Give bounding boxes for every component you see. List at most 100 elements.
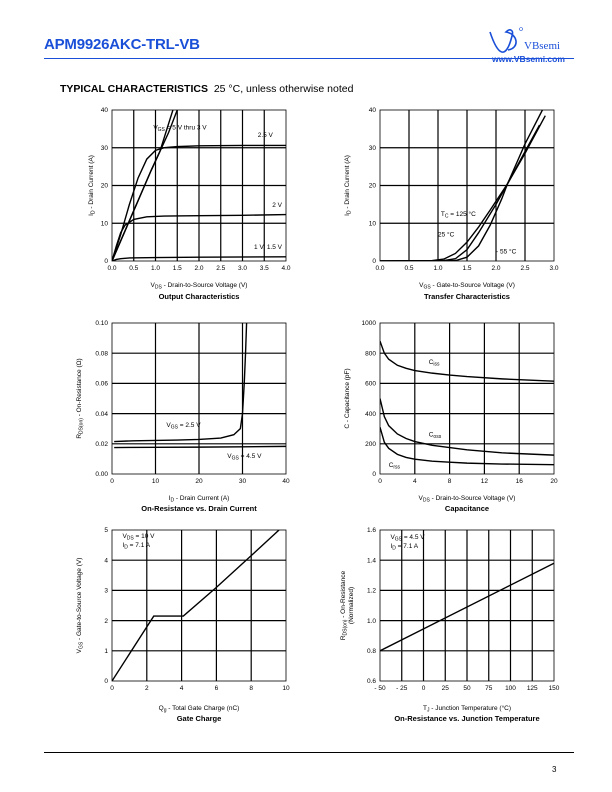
chart-caption: On-Resistance vs. Junction Temperature: [394, 714, 539, 723]
series-line: [380, 398, 554, 456]
x-axis-label: Qg - Total Gate Charge (nC): [159, 705, 240, 714]
section-heading: TYPICAL CHARACTERISTICS: [60, 83, 208, 95]
plot-frame: [379, 322, 555, 475]
y-tick-label: 0.10: [95, 320, 108, 327]
x-tick-label: 25: [442, 685, 450, 692]
y-tick-label: 1: [104, 648, 108, 655]
chart-annotation: Ciss: [429, 359, 440, 368]
series-line: [380, 115, 546, 261]
x-tick-label: 2.5: [216, 265, 225, 272]
y-axis-label: VGS - Gate-to-Source Voltage (V): [76, 558, 85, 654]
y-tick-label: 1.0: [367, 618, 376, 625]
chart-caption: On-Resistance vs. Drain Current: [141, 504, 257, 513]
x-tick-label: 0: [378, 478, 382, 485]
chart-annotation: 1 V, 1.5 V: [254, 244, 283, 251]
x-tick-label: 30: [239, 478, 247, 485]
x-tick-label: 2.0: [194, 265, 203, 272]
series-line: [112, 144, 286, 261]
x-tick-label: 4: [180, 685, 184, 692]
x-tick-label: 100: [505, 685, 516, 692]
x-tick-label: 0.5: [404, 265, 413, 272]
page-number: 3: [552, 765, 557, 774]
gate-charge-chart: 0 2 4 6 8 10 0 1 2 3 4 5 VDS = 10 VID = 7.1 A Qg - To…: [76, 527, 290, 723]
x-tick-label: 8: [249, 685, 253, 692]
x-axis-label: TJ - Junction Temperature (°C): [423, 704, 511, 714]
y-tick-label: 0.00: [95, 471, 108, 478]
chart-annotation: TC = 125 °C: [441, 210, 476, 220]
y-tick-label: 10: [101, 220, 109, 227]
chart-annotation: 2.5 V: [258, 132, 274, 139]
series-line: [114, 445, 286, 449]
x-tick-label: 0: [110, 685, 114, 692]
x-axis-label: VGS - Gate-to-Source Voltage (V): [419, 282, 515, 291]
series-line: [380, 562, 554, 652]
capacitance-chart: 0 4 8 12 16 2002004006008001000CissCossCrssVD…: [344, 320, 558, 513]
y-tick-label: 0.06: [95, 381, 108, 388]
x-tick-label: 40: [282, 478, 290, 485]
x-tick-label: 2.5: [520, 265, 529, 272]
y-tick-label: 1000: [362, 320, 377, 327]
series-line: [112, 110, 174, 261]
chart-caption: Capacitance: [445, 504, 489, 513]
plot-frame: [379, 529, 555, 682]
x-tick-label: 75: [485, 685, 493, 692]
series-line: [112, 213, 286, 261]
chart-caption: Output Characteristics: [159, 292, 240, 301]
series-line: [112, 256, 286, 261]
section-title: TYPICAL CHARACTERISTICS 25 °C, unless ot…: [60, 83, 353, 95]
x-tick-label: 4: [413, 478, 417, 485]
y-tick-label: 40: [101, 107, 109, 114]
y-tick-label: 0.02: [95, 441, 108, 448]
chart-annotation: VDS = 10 V: [122, 533, 155, 542]
y-tick-label: 600: [365, 381, 376, 388]
y-axis-label: ID - Drain Current (A): [344, 155, 353, 216]
y-tick-label: 1.2: [367, 588, 376, 595]
y-tick-label: 1.6: [367, 527, 376, 534]
x-axis-label: VDS - Drain-to-Source Voltage (V): [151, 282, 248, 291]
x-axis-label: ID - Drain Current (A): [169, 495, 230, 504]
x-tick-label: 1.0: [433, 265, 442, 272]
x-tick-label: 0.0: [107, 265, 116, 272]
section-subtitle: 25 °C, unless otherwise noted: [213, 83, 354, 95]
x-tick-label: 3.0: [238, 265, 247, 272]
chart-annotation: 2 V: [272, 202, 282, 209]
plot-frame: [111, 322, 287, 475]
x-tick-label: 50: [463, 685, 471, 692]
y-tick-label: 4: [104, 557, 108, 564]
series-line: [380, 124, 541, 261]
y-axis-label: ID - Drain Current (A): [88, 155, 97, 216]
logo-url: www.VBsemi.com: [492, 54, 565, 64]
chart-caption: Gate Charge: [177, 714, 222, 723]
y-tick-label: 10: [369, 220, 377, 227]
y-axis-label-line2: (Normalized): [348, 587, 355, 624]
logo-text: VBsemi: [524, 40, 561, 52]
x-tick-label: 3.5: [260, 265, 269, 272]
y-axis-label: C - Capacitance (pF): [344, 368, 351, 428]
x-tick-label: 1.5: [173, 265, 182, 272]
footer-divider: [44, 752, 574, 753]
series-line: [114, 323, 248, 443]
x-tick-label: 10: [152, 478, 160, 485]
on-resistance-vs-temperature-chart: - 50 - 25 0 25 50 75 100 125 150 0.6 0.8 1.0 1.2 1.4 1…: [340, 527, 560, 723]
y-tick-label: 20: [101, 183, 109, 190]
y-tick-label: 0: [372, 471, 376, 478]
chart-annotation: VGS = 4.5 V: [390, 534, 425, 543]
x-tick-label: 0: [110, 478, 114, 485]
chart-annotation: 25 °C: [438, 230, 455, 238]
y-tick-label: 800: [365, 350, 376, 357]
output-characteristics-chart: 0.0 0.5 1.0 1.5 2.0 2.5 3.0 3.5 4.0 0 10 20 30 40 VGS …: [88, 107, 291, 301]
chart-annotation: VGS = 4.5 V: [227, 453, 262, 462]
chart-annotation: VGS = 2.5 V: [166, 422, 201, 431]
x-tick-label: 20: [550, 478, 558, 485]
x-tick-label: 1.0: [151, 265, 160, 272]
x-tick-label: 16: [516, 478, 524, 485]
plot-frame: [379, 109, 555, 262]
x-tick-label: 8: [448, 478, 452, 485]
y-tick-label: 0: [104, 678, 108, 685]
x-tick-label: 0: [422, 685, 426, 692]
document-title: APM9926AKC-TRL-VB: [44, 36, 200, 53]
y-tick-label: 3: [104, 588, 108, 595]
y-tick-label: 2: [104, 618, 108, 625]
y-tick-label: 0.6: [367, 678, 376, 685]
x-tick-label: 0.5: [129, 265, 138, 272]
